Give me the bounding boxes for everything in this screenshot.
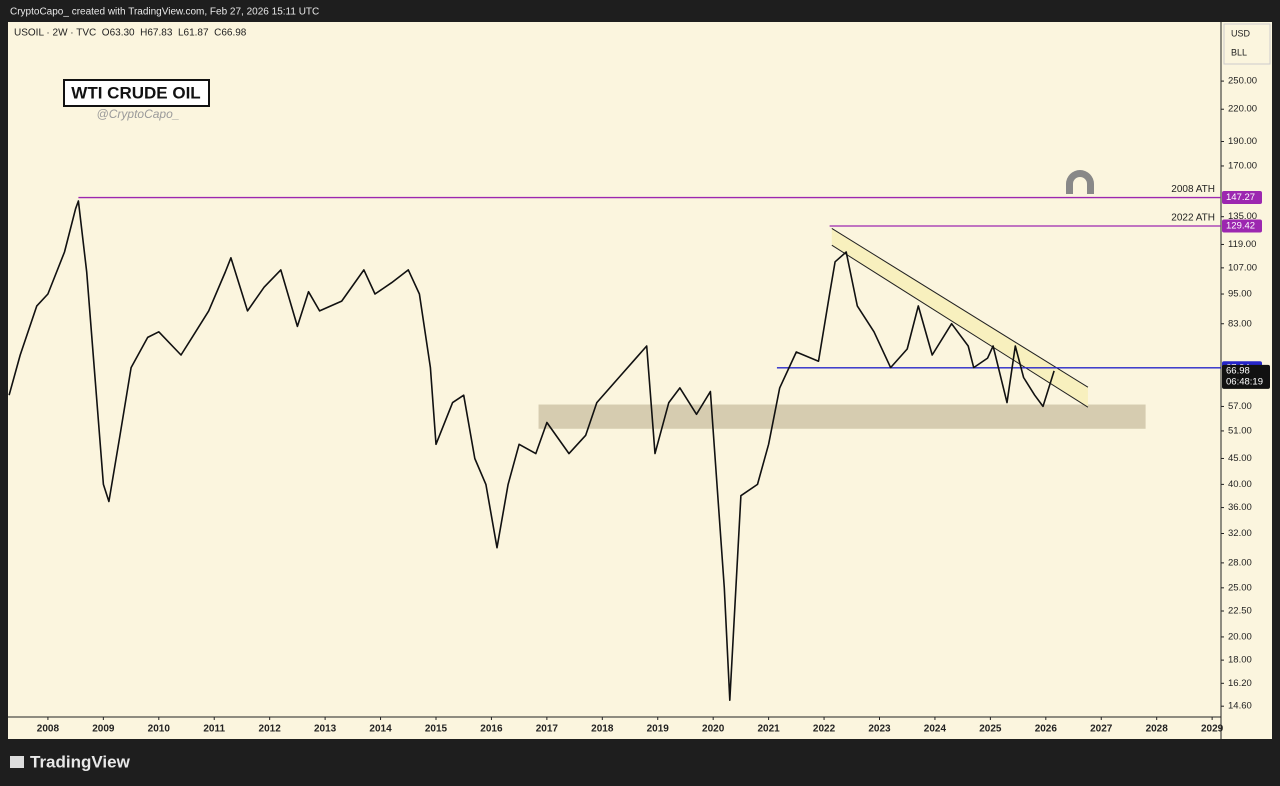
level-annotation: 2008 ATH — [1171, 184, 1215, 195]
level-price: 129.42 — [1226, 220, 1255, 231]
x-tick-label: 2027 — [1090, 724, 1113, 735]
y-tick-label: 22.50 — [1228, 606, 1252, 617]
y-tick-label: 40.00 — [1228, 479, 1252, 490]
x-tick-label: 2028 — [1146, 724, 1169, 735]
x-tick-label: 2024 — [924, 724, 947, 735]
y-tick-label: 135.00 — [1228, 211, 1257, 222]
y-tick-label: 14.60 — [1228, 701, 1252, 712]
y-tick-label: 83.00 — [1228, 318, 1252, 329]
y-tick-label: 28.00 — [1228, 557, 1252, 568]
x-tick-label: 2008 — [37, 724, 60, 735]
countdown: 06:48:19 — [1226, 376, 1263, 387]
symbol-legend: USOIL · 2W · TVC O63.30 H67.83 L61.87 C6… — [14, 28, 247, 39]
x-tick-label: 2026 — [1035, 724, 1058, 735]
y-tick-label: 45.00 — [1228, 453, 1252, 464]
channel-fill — [831, 228, 1088, 408]
x-tick-label: 2012 — [259, 724, 282, 735]
brand: TradingView — [10, 752, 131, 771]
y-tick-label: 25.00 — [1228, 582, 1252, 593]
magnet-icon — [1066, 170, 1094, 194]
level-annotation: 2022 ATH — [1171, 213, 1215, 224]
y-tick-label: 20.00 — [1228, 631, 1252, 642]
chart-title: WTI CRUDE OIL — [71, 83, 200, 102]
x-tick-label: 2014 — [369, 724, 392, 735]
last-price: 66.98 — [1226, 365, 1250, 376]
x-tick-label: 2015 — [425, 724, 448, 735]
y-tick-label: 107.00 — [1228, 262, 1257, 273]
price-axis: 2008 2009 2010 2011 2012 2013 2014 2015 2016 2017… — [37, 76, 1270, 735]
y-tick-label: 95.00 — [1228, 289, 1252, 300]
y-tick-label: 16.20 — [1228, 678, 1252, 689]
x-tick-label: 2025 — [979, 724, 1002, 735]
level-price-box — [1222, 191, 1262, 205]
last-price-box — [1222, 364, 1270, 389]
y-tick-label: 18.00 — [1228, 655, 1252, 666]
y-tick-label: 36.00 — [1228, 502, 1252, 513]
x-tick-label: 2017 — [536, 724, 559, 735]
x-tick-label: 2029 — [1201, 724, 1224, 735]
level-price-box — [1222, 219, 1262, 233]
y-tick-label: 51.00 — [1228, 425, 1252, 436]
y-tick-label: 57.00 — [1228, 401, 1252, 412]
currency-box[interactable] — [1223, 23, 1271, 65]
x-tick-label: 2013 — [314, 724, 337, 735]
currency[interactable]: USD — [1231, 28, 1251, 38]
chart-background — [8, 22, 1272, 739]
support-zone — [538, 404, 1146, 429]
x-tick-label: 2020 — [702, 724, 725, 735]
magnet-shape — [1066, 170, 1094, 194]
x-tick-label: 2022 — [813, 724, 836, 735]
x-tick-label: 2011 — [203, 724, 225, 735]
x-tick-label: 2018 — [591, 724, 614, 735]
trendline — [831, 227, 1089, 388]
brand-name: TradingView — [30, 752, 131, 771]
plot: 2008 ATH 2022 ATH — [8, 184, 1221, 701]
brand-logo — [10, 756, 24, 768]
price-line — [8, 200, 1055, 701]
x-tick-label: 2021 — [757, 724, 780, 735]
y-tick-label: 220.00 — [1228, 104, 1257, 115]
x-tick-label: 2019 — [647, 724, 670, 735]
chart-subtitle: @CryptoCapo_ — [97, 107, 180, 121]
x-tick-label: 2023 — [868, 724, 891, 735]
y-tick-label: 170.00 — [1228, 160, 1257, 171]
y-tick-label: 119.00 — [1228, 239, 1256, 250]
title-box — [63, 79, 210, 107]
unit[interactable]: BLL — [1231, 47, 1247, 57]
y-tick-label: 190.00 — [1228, 136, 1257, 147]
x-tick-label: 2009 — [92, 724, 115, 735]
x-tick-label: 2016 — [480, 724, 503, 735]
y-tick-label: 250.00 — [1228, 76, 1257, 87]
y-tick-label: 32.00 — [1228, 528, 1252, 539]
x-tick-label: 2010 — [148, 724, 171, 735]
trendline — [831, 244, 1089, 408]
header: CryptoCapo_ created with TradingView.com… — [10, 7, 319, 18]
level-price: 147.27 — [1226, 192, 1255, 203]
